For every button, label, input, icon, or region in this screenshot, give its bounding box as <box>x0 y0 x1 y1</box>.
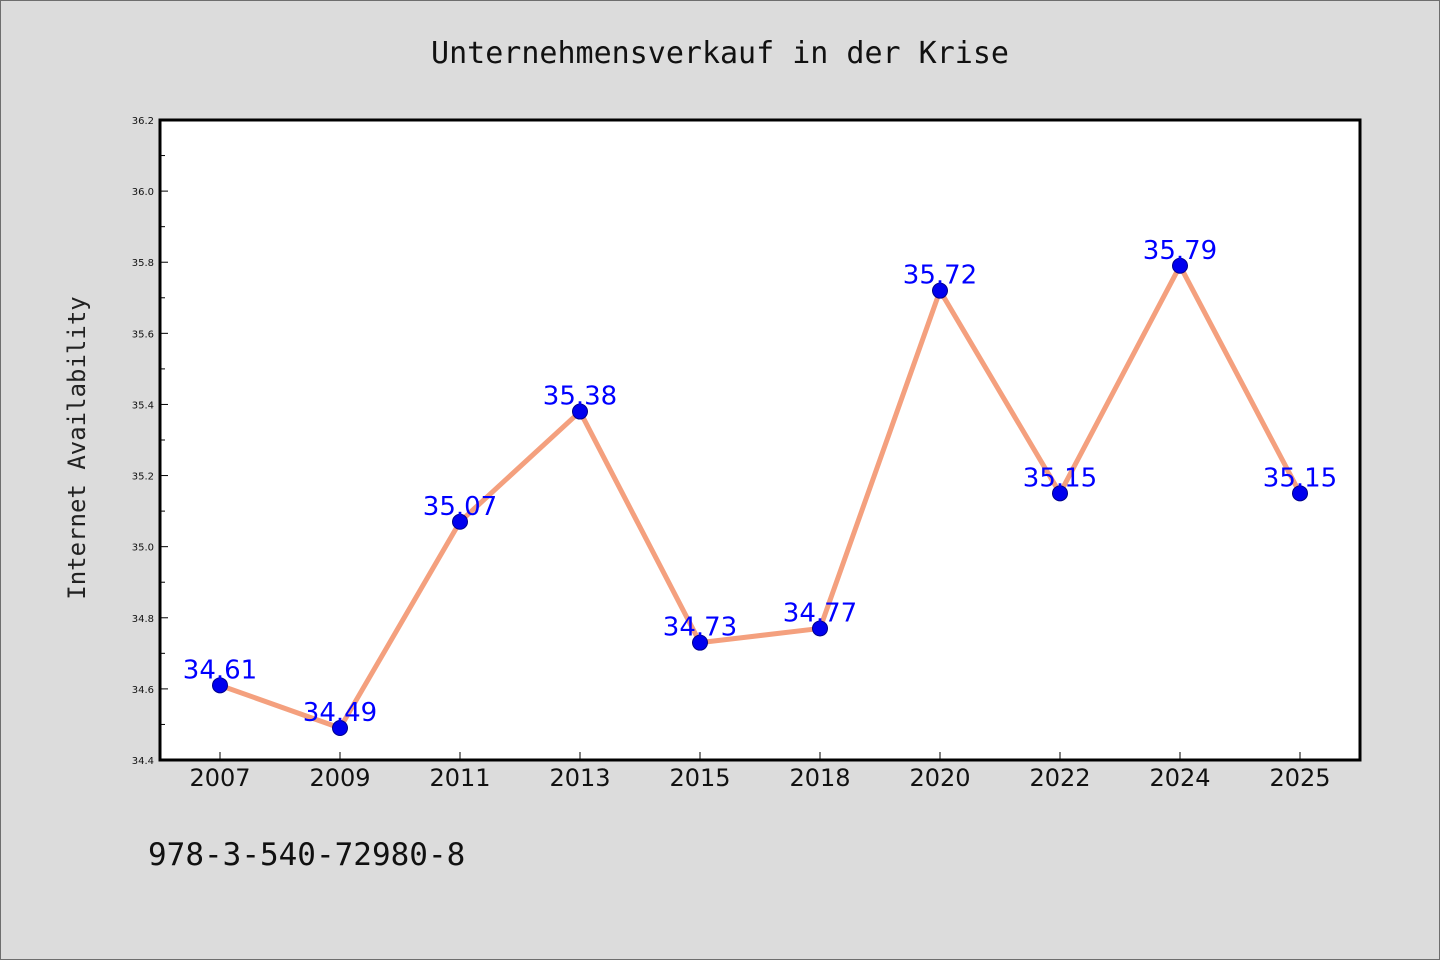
x-tick-label: 2025 <box>1269 764 1330 792</box>
y-tick-label: 35.6 <box>132 329 154 340</box>
line-segment <box>817 288 943 631</box>
y-tick-label: 35.4 <box>132 400 154 411</box>
line-segment <box>217 682 343 731</box>
y-tick-label: 35.8 <box>132 258 154 269</box>
line-segment <box>457 409 583 525</box>
data-point <box>1172 257 1188 274</box>
data-point <box>452 513 468 530</box>
y-tick-label: 35.2 <box>132 472 154 483</box>
data-point <box>692 634 708 651</box>
data-label: 35.38 <box>543 382 617 412</box>
x-tick-label: 2011 <box>429 764 490 792</box>
line-segment <box>697 625 823 646</box>
y-tick-label: 34.6 <box>132 685 154 696</box>
y-tick-label: 36.2 <box>132 116 154 127</box>
y-tick-label: 34.4 <box>132 756 154 767</box>
footer-isbn: 978-3-540-72980-8 <box>148 837 465 873</box>
plot-area <box>160 120 1360 760</box>
data-labels: 34.61 34.49 35.07 35.38 34.73 34.77 35.72 35.15… <box>183 236 1337 728</box>
x-tick-label: 2007 <box>189 764 250 792</box>
x-tick-label: 2020 <box>909 764 970 792</box>
data-label: 35.07 <box>423 492 497 522</box>
data-label: 35.15 <box>1023 463 1097 493</box>
line-segment <box>1057 263 1183 496</box>
x-axis-ticks: 2007 2009 2011 2013 2015 2018 2020 2022 2024 2025 <box>189 752 1331 792</box>
plot-border <box>158 118 1362 762</box>
data-label: 34.77 <box>783 598 857 628</box>
x-tick-label: 2015 <box>669 764 730 792</box>
y-tick-label: 35.0 <box>132 543 154 554</box>
line-segment <box>577 409 703 646</box>
data-markers <box>212 257 1308 736</box>
series-line <box>217 263 1303 731</box>
data-label: 35.15 <box>1263 463 1337 493</box>
y-axis-label: Internet Availability <box>63 296 91 599</box>
data-label: 34.61 <box>183 655 257 685</box>
data-point <box>332 720 348 736</box>
y-tick-label: 34.8 <box>132 614 154 625</box>
line-segment <box>937 288 1063 496</box>
y-tick-label: 36.0 <box>132 187 154 198</box>
data-point <box>212 677 228 694</box>
x-tick-label: 2009 <box>309 764 370 792</box>
x-tick-label: 2013 <box>549 764 610 792</box>
chart-title: Unternehmensverkauf in der Krise <box>431 36 1009 71</box>
data-point <box>1292 485 1308 502</box>
data-label: 35.72 <box>903 261 977 291</box>
line-segment <box>337 519 463 731</box>
data-point <box>812 620 828 637</box>
x-tick-label: 2024 <box>1149 764 1210 792</box>
data-label: 34.73 <box>663 613 737 643</box>
data-point <box>572 403 588 420</box>
data-label: 35.79 <box>1143 236 1217 266</box>
data-label: 34.49 <box>303 698 377 728</box>
data-point <box>932 282 948 299</box>
x-tick-label: 2018 <box>789 764 850 792</box>
x-tick-label: 2022 <box>1029 764 1090 792</box>
data-point <box>1052 485 1068 502</box>
line-segment <box>1177 263 1303 496</box>
